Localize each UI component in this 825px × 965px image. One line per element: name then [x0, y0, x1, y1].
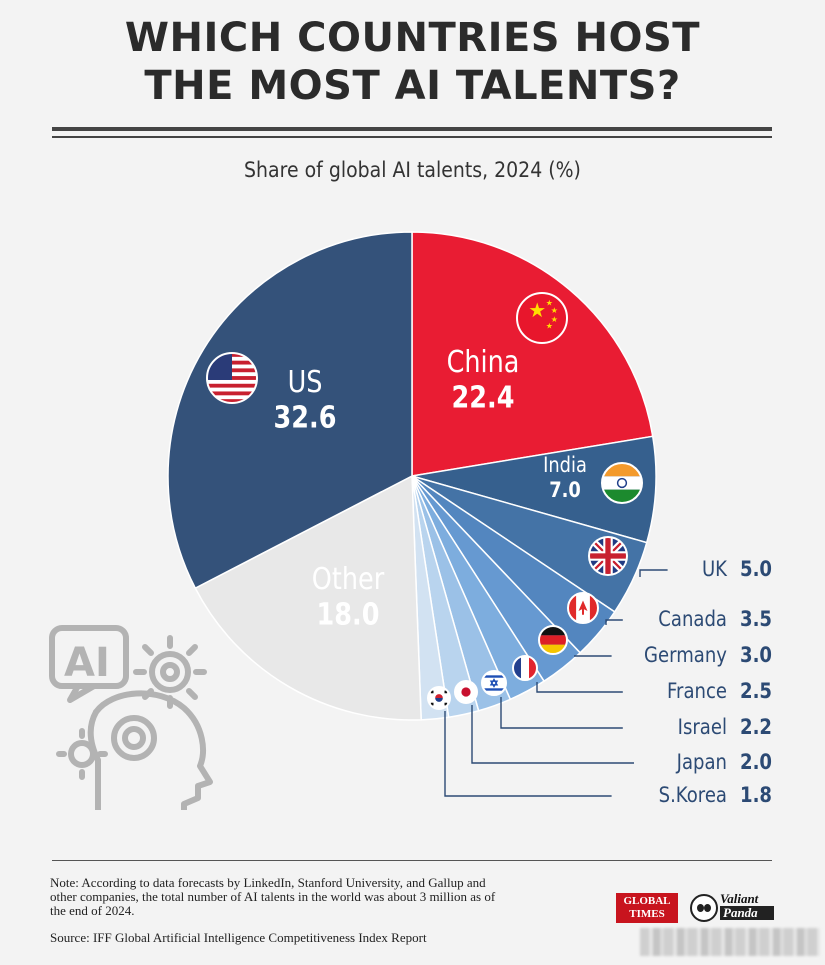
- chart-subtitle: Share of global AI talents, 2024 (%): [244, 158, 581, 182]
- legend-label-france: France: [667, 679, 727, 704]
- svg-text:★: ★: [551, 315, 558, 324]
- slice-label-us: US: [288, 364, 323, 400]
- slice-value-china: 22.4: [452, 379, 515, 415]
- china-flag-icon: ★ ★★★★: [516, 292, 568, 344]
- legend-value-germany: 3.0: [740, 643, 772, 668]
- page-title: WHICH COUNTRIES HOST THE MOST AI TALENTS…: [0, 14, 825, 110]
- legend-label-israel: Israel: [678, 715, 727, 740]
- legend-value-france: 2.5: [740, 679, 772, 704]
- pie-slice-us: [167, 231, 413, 590]
- legend-label-uk: UK: [702, 557, 728, 582]
- slice-value-us: 32.6: [274, 399, 337, 435]
- germany-flag-icon: [538, 625, 568, 655]
- logo-valiant-text: Valiant: [720, 891, 759, 906]
- legend-label-japan: Japan: [675, 750, 727, 775]
- title-divider-thin: [52, 136, 772, 138]
- legend-value-canada: 3.5: [740, 607, 772, 632]
- svg-text:★: ★: [546, 322, 553, 331]
- leader-line-france: [536, 682, 623, 693]
- svg-text:★: ★: [546, 299, 553, 308]
- legend-value-israel: 2.2: [740, 715, 772, 740]
- leader-line-s-korea: [444, 711, 612, 797]
- global-times-logo: GLOBAL TIMES: [616, 893, 678, 923]
- leader-line-uk: [639, 569, 668, 577]
- slice-value-india: 7.0: [549, 477, 581, 502]
- legend-value-uk: 5.0: [740, 557, 772, 582]
- svg-text:AI: AI: [64, 640, 110, 686]
- title-line-1: WHICH COUNTRIES HOST: [124, 15, 701, 61]
- title-line-2: THE MOST AI TALENTS?: [144, 63, 681, 109]
- uk-flag-icon: [588, 536, 628, 576]
- logo-gt-line1: GLOBAL: [623, 895, 671, 907]
- slice-label-china: China: [447, 344, 520, 380]
- legend-label-canada: Canada: [658, 607, 727, 632]
- israel-flag-icon: [481, 670, 507, 696]
- pie-slice-other: [194, 474, 422, 721]
- footnote: Note: According to data forecasts by Lin…: [50, 875, 496, 918]
- svg-text:★: ★: [528, 298, 546, 322]
- legend-value-s-korea: 1.8: [740, 783, 772, 808]
- ai-head-icon: AI: [49, 625, 213, 810]
- blurred-watermark: [640, 928, 820, 956]
- us-flag-icon: [206, 352, 258, 404]
- pie-slice-china: [411, 231, 654, 477]
- logo-panda-text: Panda: [720, 906, 774, 920]
- valiant-panda-logo: Valiant Panda: [690, 892, 774, 926]
- logo-gt-line2: TIMES: [629, 908, 665, 920]
- panda-icon: [690, 894, 718, 922]
- slice-value-other: 18.0: [317, 596, 380, 632]
- leader-line-canada: [605, 619, 623, 625]
- title-divider: [52, 127, 772, 131]
- japan-flag-icon: [454, 680, 478, 704]
- slice-label-india: India: [543, 453, 587, 478]
- legend-label-germany: Germany: [644, 643, 727, 668]
- france-flag-icon: [512, 655, 538, 681]
- legend-label-s-korea: S.Korea: [659, 783, 727, 808]
- india-flag-icon: [601, 462, 643, 504]
- footer-divider: [52, 860, 772, 861]
- korea-flag-icon: [427, 686, 451, 710]
- leader-line-israel: [500, 697, 623, 729]
- slice-label-other: Other: [312, 561, 385, 597]
- source-line: Source: IFF Global Artificial Intelligen…: [50, 930, 427, 945]
- canada-flag-icon: [567, 592, 599, 624]
- pie-slice-india: [411, 435, 657, 544]
- svg-text:★: ★: [551, 306, 558, 315]
- legend-value-japan: 2.0: [740, 750, 772, 775]
- leader-line-japan: [471, 705, 634, 764]
